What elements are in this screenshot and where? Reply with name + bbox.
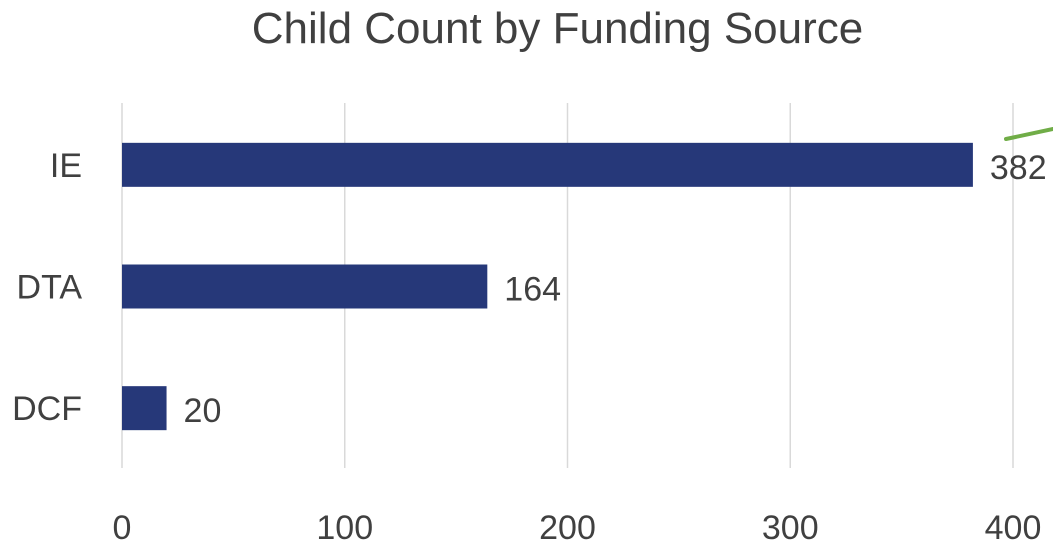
bar <box>122 264 488 309</box>
data-label: 382 <box>990 149 1047 187</box>
category-label: DTA <box>17 269 83 307</box>
bars <box>122 142 973 431</box>
labels: 0 100 200 300 400 IE 382 DTA 164 DCF 20 <box>12 147 1047 545</box>
data-label: 20 <box>184 392 222 430</box>
x-tick-label: 300 <box>762 509 819 545</box>
x-tick-label: 0 <box>113 509 132 545</box>
x-tick-label: 100 <box>316 509 373 545</box>
x-tick-label: 200 <box>539 509 596 545</box>
data-label: 164 <box>504 271 561 309</box>
chart-title: Child Count by Funding Source <box>251 4 864 53</box>
category-label: DCF <box>12 390 82 428</box>
accent-line <box>1004 127 1053 141</box>
bar <box>122 386 167 431</box>
bar <box>122 142 973 187</box>
x-tick-label: 400 <box>985 509 1042 545</box>
category-label: IE <box>50 147 82 185</box>
